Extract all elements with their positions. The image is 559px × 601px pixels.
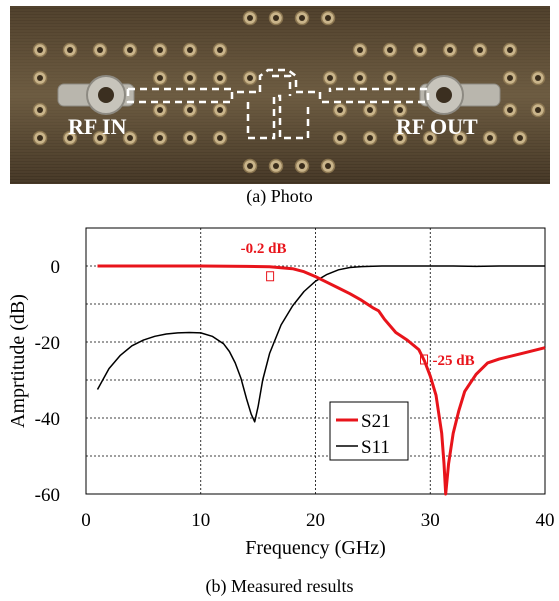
via-hole-center [67,47,73,53]
via-hole-center [367,135,373,141]
via-hole-center [417,47,423,53]
via-hole-center [507,107,513,113]
via-hole-center [387,47,393,53]
via-hole-center [299,163,305,169]
y-tick-label: -40 [35,409,60,430]
device-photo: RF IN RF OUT [10,6,550,184]
via-hole-center [127,47,133,53]
via-hole-center [387,75,393,81]
series-line-s11 [96,265,545,423]
via-hole-center [37,75,43,81]
legend-label-s11: S11 [361,437,390,458]
via-hole-center [157,75,163,81]
y-tick-label: 0 [51,257,61,278]
via-hole-center [397,135,403,141]
via-hole-center [187,47,193,53]
annotation-marker [266,271,275,282]
via-hole-center [397,107,403,113]
via-hole-center [507,47,513,53]
via-hole-center [535,75,541,81]
via-hole-center [37,107,43,113]
via-hole-center [247,163,253,169]
via-hole-center [487,135,493,141]
via-hole-center [427,135,433,141]
via-hole-center [367,107,373,113]
via-hole-center [187,107,193,113]
via-hole-center [327,75,333,81]
rf-in-label: RF IN [68,114,127,139]
via-hole-center [187,135,193,141]
x-tick-label: 30 [421,510,440,531]
via-hole-center [325,163,331,169]
via-hole-center [37,47,43,53]
legend-box [329,401,409,461]
photo-caption: (a) Photo [246,186,313,206]
x-tick-label: 0 [81,510,91,531]
via-hole-center [217,135,223,141]
device-photo-svg: RF IN RF OUT [10,6,550,184]
via-hole-center [337,107,343,113]
series-line-s21 [97,264,546,496]
via-hole-center [67,135,73,141]
via-hole-center [157,47,163,53]
via-hole-center [217,107,223,113]
via-hole-center [337,135,343,141]
x-tick-label: 40 [536,510,555,531]
via-hole-center [157,135,163,141]
annotation-label: -25 dB [433,353,475,369]
via-hole-center [157,107,163,113]
via-hole-center [325,15,331,21]
y-tick-label: -20 [35,333,60,354]
legend-label-s21: S21 [361,411,391,432]
rf-out-connector [419,75,501,115]
via-hole-center [477,47,483,53]
via-hole-center [247,15,253,21]
plot-frame [85,227,546,495]
via-hole-center [127,135,133,141]
via-hole-center [357,75,363,81]
tick-labels: 0 10 20 30 40 0 -20 -40 -60 [35,257,555,531]
via-hole-center [187,75,193,81]
x-tick-label: 10 [191,510,210,531]
via-hole-center [447,47,453,53]
via-hole-center [37,135,43,141]
series-lines [96,264,546,496]
annotations: -0.2 dB -25 dB [241,241,475,369]
y-tick-label: -60 [35,485,60,506]
via-hole-center [457,135,463,141]
rf-out-label: RF OUT [396,114,478,139]
via-holes [32,10,546,174]
rf-in-connector [57,75,135,115]
via-hole-center [299,15,305,21]
via-hole-center [217,75,223,81]
x-axis-title: Frequency (GHz) [245,537,386,559]
grid-lines [86,228,545,494]
x-tick-label: 20 [306,510,325,531]
via-hole-center [507,75,513,81]
via-hole-center [97,47,103,53]
annotation-label: -0.2 dB [241,241,287,257]
via-hole-center [247,75,253,81]
via-hole-center [517,135,523,141]
measured-results-chart: 0 10 20 30 400-20-40-60 -0.2 dB-25 dB S21S11… [7,227,555,559]
via-hole-center [273,15,279,21]
via-hole-center [357,47,363,53]
filter-outline [126,68,430,140]
via-hole-center [273,163,279,169]
via-hole-center [97,135,103,141]
annotation-marker [420,354,429,365]
results-caption: (b) Measured results [205,576,354,596]
y-axis-title: Amprtitude (dB) [7,294,29,428]
via-hole-center [535,107,541,113]
via-hole-center [217,47,223,53]
